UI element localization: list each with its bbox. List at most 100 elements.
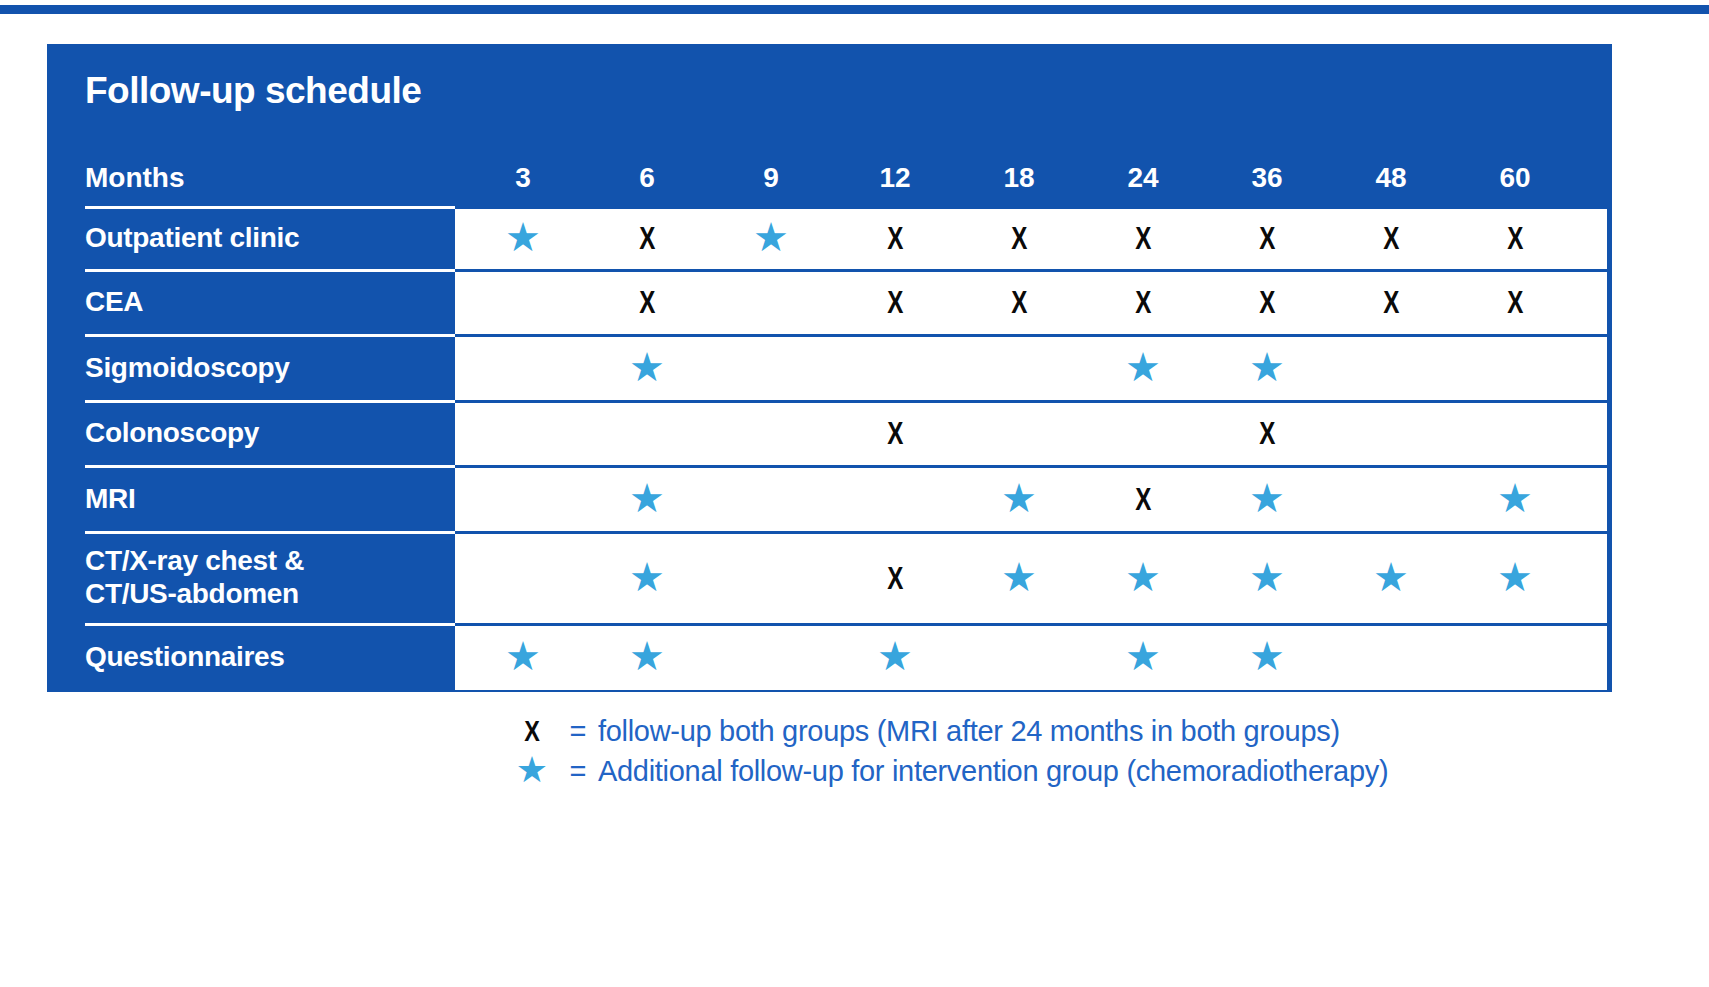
legend-x-text: follow-up both groups (MRI after 24 mont…	[598, 715, 1340, 748]
page-title: Follow-up schedule	[47, 44, 1612, 114]
schedule-cell: ★	[585, 468, 709, 531]
legend-equals: =	[558, 755, 598, 788]
star-icon: ★	[1497, 557, 1533, 597]
month-column-header: 12	[833, 162, 957, 194]
row-label: CT/X-ray chest &CT/US-abdomen	[47, 531, 455, 623]
schedule-cell: X	[1081, 272, 1205, 334]
row-cells: ★X★XXXXXX	[455, 206, 1607, 269]
row-cells: ★ ★ ★	[455, 334, 1607, 400]
months-header-row: Months 369121824364860	[47, 150, 1607, 206]
schedule-cell: ★	[1205, 468, 1329, 531]
schedule-cell	[709, 272, 833, 334]
x-mark: X	[887, 285, 903, 321]
row-label: Colonoscopy	[47, 400, 455, 465]
schedule-cell	[709, 534, 833, 623]
schedule-cell	[1453, 337, 1577, 400]
schedule-cell: X	[1205, 403, 1329, 465]
schedule-cell	[461, 272, 585, 334]
x-mark: X	[1259, 285, 1275, 321]
x-mark: X	[1259, 221, 1275, 257]
schedule-cell	[709, 468, 833, 531]
schedule-cell: X	[1081, 468, 1205, 531]
schedule-cell	[1329, 468, 1453, 531]
star-icon: ★	[1125, 557, 1161, 597]
schedule-cell	[1329, 337, 1453, 400]
schedule-cell: ★	[1081, 337, 1205, 400]
x-mark: X	[639, 221, 655, 257]
star-icon: ★	[1249, 478, 1285, 518]
star-icon: ★	[877, 636, 913, 676]
table-row: CT/X-ray chest &CT/US-abdomen★X★★★★★	[47, 531, 1607, 623]
schedule-cell: ★	[1453, 534, 1577, 623]
schedule-cell	[1329, 626, 1453, 690]
figure-canvas: Follow-up schedule Months 36912182436486…	[0, 0, 1709, 987]
table-row: Sigmoidoscopy ★ ★ ★	[47, 334, 1607, 400]
schedule-cell: ★	[833, 626, 957, 690]
schedule-cell: ★	[957, 468, 1081, 531]
schedule-cell: ★	[1081, 626, 1205, 690]
x-mark: X	[1011, 285, 1027, 321]
schedule-cell	[1081, 403, 1205, 465]
x-mark: X	[1011, 221, 1027, 257]
month-column-header: 6	[585, 162, 709, 194]
schedule-cell: ★	[585, 337, 709, 400]
schedule-cell	[957, 337, 1081, 400]
star-icon: ★	[516, 752, 548, 788]
x-mark: X	[1259, 416, 1275, 452]
schedule-cell: X	[1329, 272, 1453, 334]
star-icon: ★	[1249, 557, 1285, 597]
legend-x-symbol: X	[506, 714, 558, 748]
schedule-rows: Months 369121824364860 Outpatient clinic…	[47, 150, 1612, 690]
row-cells: XX	[455, 400, 1607, 465]
schedule-cell: ★	[1453, 468, 1577, 531]
schedule-cell	[1453, 626, 1577, 690]
schedule-cell: ★	[585, 534, 709, 623]
x-mark: X	[1135, 482, 1151, 518]
month-column-header: 36	[1205, 162, 1329, 194]
month-column-header: 3	[461, 162, 585, 194]
schedule-cell	[833, 468, 957, 531]
row-label: Sigmoidoscopy	[47, 334, 455, 400]
x-mark: X	[639, 285, 655, 321]
star-icon: ★	[505, 217, 541, 257]
schedule-cell	[461, 534, 585, 623]
month-column-header: 24	[1081, 162, 1205, 194]
schedule-cell: X	[833, 209, 957, 269]
schedule-cell	[1453, 403, 1577, 465]
star-icon: ★	[1125, 636, 1161, 676]
schedule-cell: ★	[461, 626, 585, 690]
legend-row-star: ★ = Additional follow-up for interventio…	[506, 751, 1388, 791]
row-label: MRI	[47, 465, 455, 531]
schedule-cell: X	[833, 534, 957, 623]
row-label: Outpatient clinic	[47, 206, 455, 269]
schedule-cell	[461, 468, 585, 531]
schedule-cell	[461, 337, 585, 400]
schedule-cell	[709, 337, 833, 400]
row-label: Questionnaires	[47, 623, 455, 690]
x-mark: X	[887, 561, 903, 597]
schedule-cell: X	[1453, 209, 1577, 269]
schedule-cell: X	[1453, 272, 1577, 334]
star-icon: ★	[1001, 478, 1037, 518]
schedule-cell: ★	[585, 626, 709, 690]
schedule-cell	[957, 403, 1081, 465]
month-column-header: 48	[1329, 162, 1453, 194]
legend-star-symbol: ★	[506, 754, 558, 788]
x-mark: X	[1383, 221, 1399, 257]
months-header-label: Months	[47, 162, 455, 194]
star-icon: ★	[629, 636, 665, 676]
x-mark: X	[1507, 221, 1523, 257]
schedule-cell	[461, 403, 585, 465]
x-mark: X	[1135, 221, 1151, 257]
schedule-cell: X	[1205, 272, 1329, 334]
schedule-cell: ★	[1205, 626, 1329, 690]
legend-star-text: Additional follow-up for intervention gr…	[598, 755, 1388, 788]
star-icon: ★	[1249, 636, 1285, 676]
legend-equals: =	[558, 715, 598, 748]
star-icon: ★	[629, 478, 665, 518]
schedule-cell	[833, 337, 957, 400]
x-mark: X	[1383, 285, 1399, 321]
star-icon: ★	[1249, 347, 1285, 387]
schedule-cell: X	[1205, 209, 1329, 269]
months-columns: 369121824364860	[455, 162, 1607, 194]
